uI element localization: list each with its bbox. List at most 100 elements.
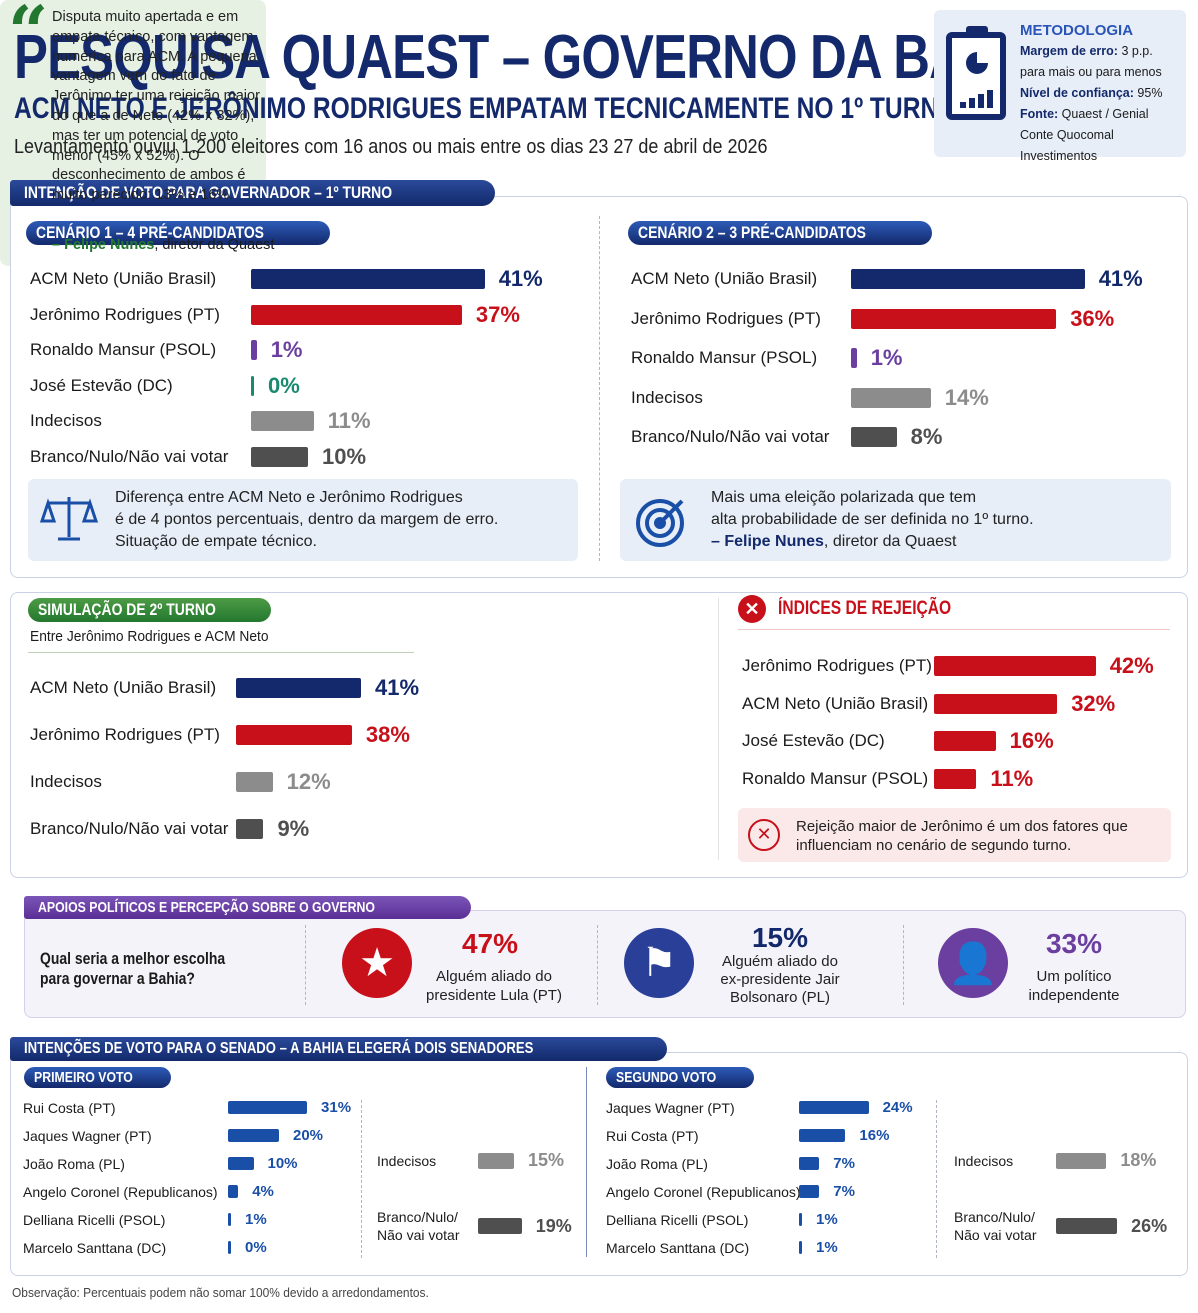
bar-row: ACM Neto (União Brasil) 41%: [631, 266, 1143, 292]
scenario2-note: Mais uma eleição polarizada que tem alta …: [620, 479, 1171, 561]
bar-label: Jerônimo Rodrigues (PT): [742, 656, 932, 675]
bar-row: Jaques Wagner (PT) 20%: [23, 1127, 323, 1144]
confidence-level: Nível de confiança: 95%: [1020, 86, 1163, 100]
bar-value: 12%: [286, 769, 331, 794]
bar: [251, 375, 254, 396]
bar-label: Ronaldo Mansur (PSOL): [631, 348, 818, 367]
bar-value: 1%: [816, 1239, 838, 1256]
bar-row: Delliana Ricelli (PSOL) 1%: [606, 1211, 838, 1228]
bar-value: 8%: [910, 424, 943, 449]
bar-label: José Estevão (DC): [742, 731, 885, 750]
bar-label: Indecisos: [954, 1152, 1014, 1169]
bar-value: 10%: [322, 443, 367, 469]
bar: [251, 269, 485, 289]
bar-value: 38%: [365, 722, 410, 747]
support-title: APOIOS POLÍTICOS E PERCEPÇÃO SOBRE O GOV…: [24, 896, 471, 919]
bar-row: João Roma (PL) 10%: [23, 1155, 298, 1172]
bar-row: Delliana Ricelli (PSOL) 1%: [23, 1211, 267, 1228]
bar-label: Indecisos: [377, 1152, 437, 1169]
bar-row: Branco/Nulo/ Não vai votar 26%: [954, 1208, 1167, 1244]
bar-value: 32%: [1071, 690, 1116, 716]
divider: [597, 925, 598, 1005]
bar-value: 15%: [528, 1150, 565, 1170]
bar-row: Ronaldo Mansur (PSOL) 11%: [742, 766, 1033, 792]
bar: [236, 678, 362, 698]
bar: [228, 1213, 231, 1226]
bar: [934, 731, 996, 751]
bar-label: Rui Costa (PT): [23, 1099, 116, 1116]
bar: [799, 1101, 869, 1114]
divider: [305, 925, 306, 1005]
bar-label: Jerônimo Rodrigues (PT): [30, 304, 220, 324]
second-round-title: SIMULAÇÃO DE 2º TURNO: [28, 598, 271, 622]
bar: [851, 427, 897, 447]
bar-label: Indecisos: [631, 387, 703, 407]
bar: [228, 1241, 231, 1254]
bar: [236, 725, 352, 745]
rejection-title: ÍNDICES DE REJEIÇÃO: [778, 598, 952, 619]
bar-row: Indecisos 11%: [30, 408, 371, 434]
bar: [799, 1129, 846, 1142]
bar: [934, 693, 1058, 714]
bar-row: Indecisos 12%: [30, 769, 331, 795]
bar-label: Ronaldo Mansur (PSOL): [742, 768, 929, 788]
bar-value: 1%: [870, 345, 903, 370]
bar-value: 31%: [321, 1099, 352, 1116]
bar-label: Indecisos: [30, 411, 102, 430]
bar-label: Marcelo Santtana (DC): [23, 1239, 167, 1256]
bar: [799, 1213, 802, 1226]
bar: [851, 387, 931, 408]
bar-label: ACM Neto (União Brasil): [742, 693, 929, 713]
bar-row: ACM Neto (União Brasil) 41%: [30, 675, 419, 701]
divider: [738, 629, 1170, 630]
bar-label: João Roma (PL): [606, 1155, 708, 1172]
bar-value: 18%: [1120, 1150, 1157, 1170]
bar-row: Indecisos 15%: [377, 1150, 564, 1171]
bar-row: Ronaldo Mansur (PSOL) 1%: [30, 337, 302, 363]
target-icon: [636, 499, 684, 547]
bar-row: Marcelo Santtana (DC) 0%: [23, 1239, 267, 1256]
bar-row: Jerônimo Rodrigues (PT) 36%: [631, 306, 1114, 332]
bar-value: 26%: [1131, 1215, 1168, 1236]
bar: [851, 269, 1085, 289]
bar: [228, 1185, 239, 1198]
bar: [851, 348, 857, 368]
bar-row: Branco/Nulo/Não vai votar 8%: [631, 424, 942, 450]
lead-text: Levantamento ouviu 1.200 eleitores com 1…: [14, 136, 768, 158]
bar-row: Rui Costa (PT) 16%: [606, 1127, 889, 1144]
footer-note: Observação: Percentuais podem não somar …: [12, 1285, 429, 1300]
bar-value: 42%: [1109, 653, 1154, 678]
bar-label: Branco/Nulo/Não vai votar: [30, 819, 229, 838]
support-label-lula: Alguém aliado do presidente Lula (PT): [426, 968, 562, 1004]
rejection-note: ✕ Rejeição maior de Jerônimo é um dos fa…: [738, 808, 1171, 862]
bar-label: Branco/Nulo/Não vai votar: [30, 446, 229, 466]
bar-row: Ronaldo Mansur (PSOL) 1%: [631, 345, 902, 371]
bar-value: 37%: [475, 301, 520, 327]
bar-value: 11%: [327, 408, 371, 433]
star-icon: ★: [342, 928, 412, 998]
bar-row: Marcelo Santtana (DC) 1%: [606, 1239, 838, 1256]
bar-row: Angelo Coronel (Republicanos) 7%: [606, 1183, 855, 1200]
bar-value: 16%: [859, 1127, 890, 1144]
person-icon: 👤: [938, 928, 1008, 998]
bar-value: 9%: [277, 816, 310, 841]
bar-label: Jaques Wagner (PT): [23, 1127, 152, 1144]
methodology-title: METODOLOGIA: [1020, 22, 1134, 39]
quote-text: Disputa muito apertada e em empate técni…: [52, 9, 260, 204]
bar-value: 0%: [268, 372, 300, 398]
bar: [228, 1129, 279, 1142]
bar-row: Angelo Coronel (Republicanos) 4%: [23, 1183, 274, 1200]
bar-label: Jerônimo Rodrigues (PT): [30, 725, 220, 744]
bar: [251, 340, 257, 360]
bar: [478, 1152, 514, 1169]
support-pct-bolsonaro: 15%: [751, 922, 809, 953]
bar-value: 1%: [270, 337, 303, 362]
bar-label: João Roma (PL): [23, 1155, 125, 1172]
support-pct-independent: 33%: [1045, 928, 1103, 959]
bar-row: José Estevão (DC) 0%: [30, 373, 300, 399]
bar-label: Jaques Wagner (PT): [606, 1099, 735, 1116]
bar-row: ACM Neto (União Brasil) 41%: [30, 266, 543, 292]
margin-note: para mais ou para menos: [1020, 65, 1162, 79]
page-subtitle: ACM NETO E JERÔNIMO RODRIGUES EMPATAM TE…: [14, 92, 958, 125]
bar-value: 1%: [245, 1211, 267, 1228]
